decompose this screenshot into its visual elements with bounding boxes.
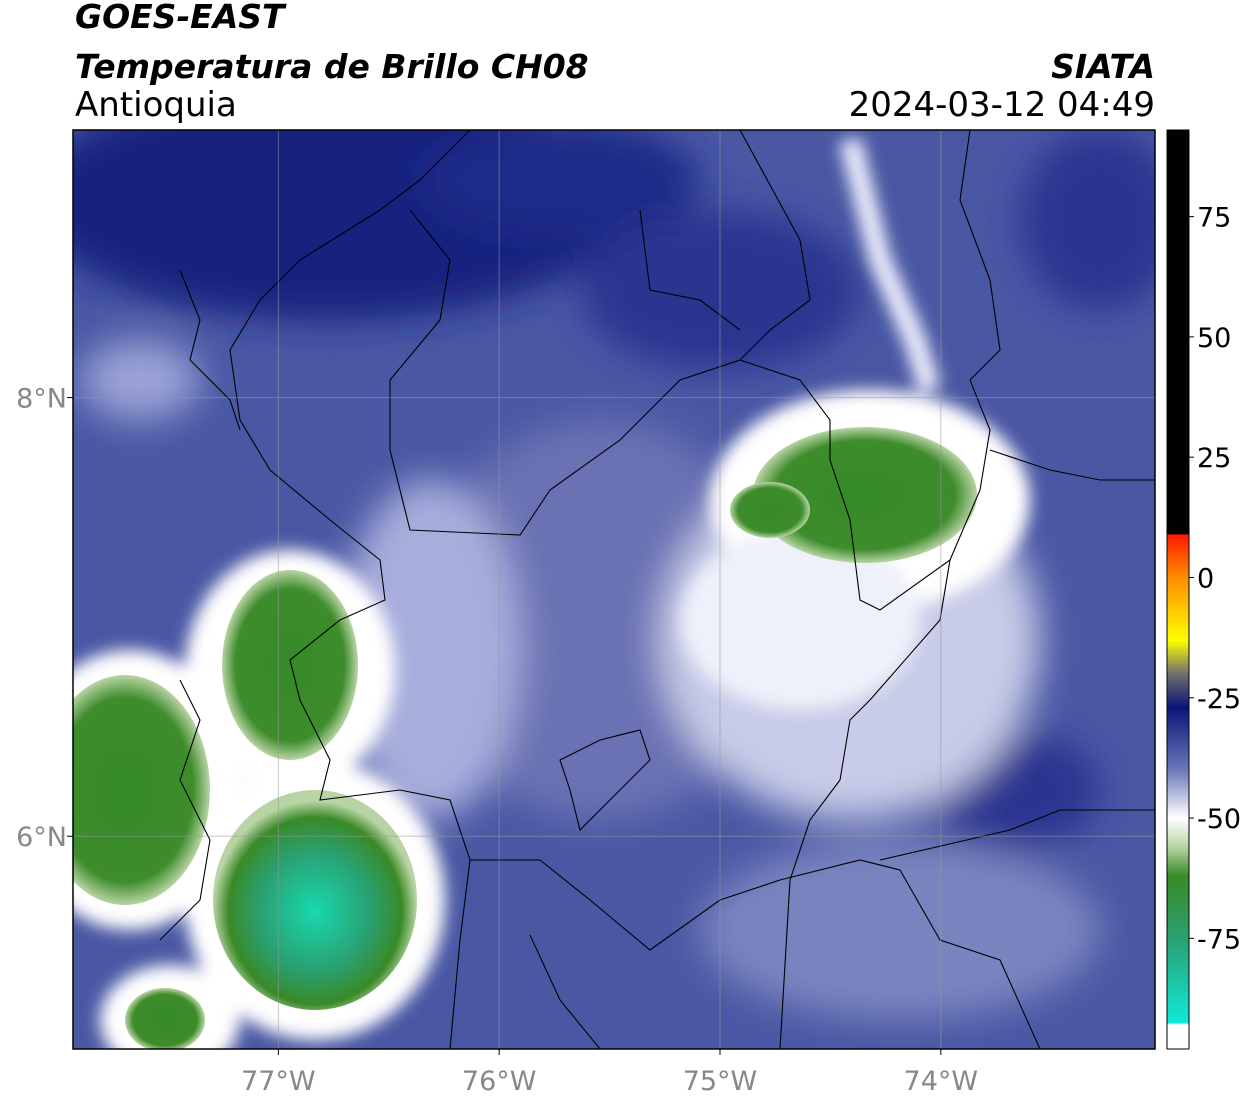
colorbar-tick-label: -75 bbox=[1197, 924, 1241, 955]
colorbar-tick-label: 0 bbox=[1197, 563, 1214, 594]
x-tick-label: 74°W bbox=[904, 1066, 979, 1097]
y-tick-label: 8°N bbox=[16, 384, 67, 415]
borders bbox=[159, 130, 1155, 1049]
colorbar: 75 50 25 0 -25 -50 -75 bbox=[1166, 129, 1241, 1050]
y-tick-label: 6°N bbox=[16, 822, 67, 853]
region-label: Antioquia bbox=[75, 85, 237, 125]
colorbar-tick-label: 75 bbox=[1197, 203, 1231, 234]
colorbar-tick-label: 50 bbox=[1197, 323, 1231, 354]
x-tick-label: 77°W bbox=[241, 1066, 316, 1097]
x-tick-label: 76°W bbox=[462, 1066, 537, 1097]
satellite-title: GOES-EAST bbox=[75, 0, 287, 36]
source-label: SIATA bbox=[1051, 47, 1155, 86]
colorbar-tick-label: -25 bbox=[1197, 684, 1241, 715]
datetime-label: 2024-03-12 04:49 bbox=[849, 85, 1155, 125]
colorbar-tick-label: 25 bbox=[1197, 443, 1231, 474]
colorbar-tick-label: -50 bbox=[1197, 804, 1241, 835]
x-tick-label: 75°W bbox=[683, 1066, 758, 1097]
product-title: Temperatura de Brillo CH08 bbox=[75, 47, 589, 86]
map-field bbox=[73, 130, 1155, 1049]
colorbar-fill bbox=[1166, 129, 1190, 1050]
grid bbox=[73, 130, 1155, 1049]
plot-frame bbox=[72, 129, 1156, 1050]
